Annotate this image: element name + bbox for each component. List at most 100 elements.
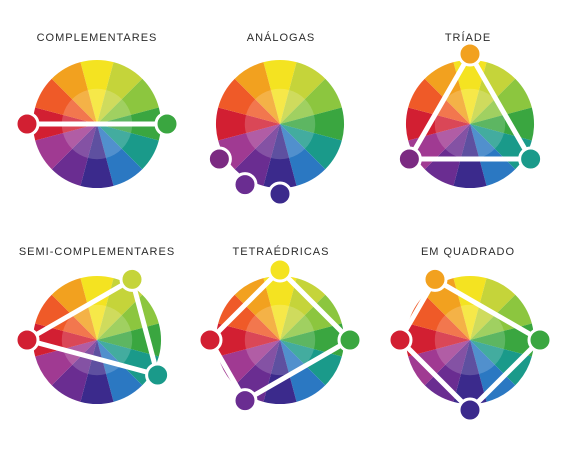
wheel-segment (424, 278, 470, 340)
wheel-segment-tint (246, 124, 280, 149)
wheel-segment-tint (470, 315, 504, 340)
wheel-segment (216, 107, 280, 141)
wheel-segment-tint (97, 124, 131, 149)
wheel-segment-tint (97, 315, 131, 340)
wheel-segment-tint (244, 330, 280, 350)
wheel-segment-tint (460, 304, 480, 340)
wheel-segment-tint (470, 124, 495, 158)
wheel-segment (218, 294, 280, 340)
wheel-segment-tint (63, 315, 97, 340)
wheel-segment (97, 340, 159, 386)
wheel-segment (51, 124, 97, 186)
wheel-segment (408, 340, 470, 386)
color-marker (206, 146, 232, 172)
wheel-segment-tint (97, 124, 122, 158)
wheel-segment (218, 78, 280, 124)
wheel-segment (97, 62, 143, 124)
wheel-segment (80, 124, 114, 188)
wheel-segment-tint (97, 340, 131, 365)
wheel-segment (80, 60, 114, 124)
wheel-segment (218, 124, 280, 170)
wheel-segment-tint (87, 304, 107, 340)
wheel-segment-tint (280, 90, 305, 124)
wheel-segment (280, 62, 326, 124)
wheel-segment (234, 340, 280, 402)
wheel-segment (453, 124, 487, 188)
panel-title: ANÁLOGAS (246, 32, 316, 44)
wheel-segment-tint (63, 99, 97, 124)
wheel-segment-tint (470, 99, 504, 124)
wheel-segment-tint (270, 124, 290, 160)
wheel-segment-tint (72, 90, 97, 124)
color-marker (387, 327, 413, 353)
wheel-segment (97, 124, 143, 186)
wheel-segment (280, 340, 326, 402)
wheel-segment (406, 323, 470, 357)
wheel-segment-tint (280, 99, 314, 124)
wheel-segment-tint (280, 315, 314, 340)
wheel-segment-tint (255, 340, 280, 374)
wheel-segment-tint (460, 340, 480, 376)
color-marker (422, 266, 448, 292)
wheel-segment (453, 60, 487, 124)
wheel-segment-tint (436, 99, 470, 124)
wheel-segment-tint (270, 304, 290, 340)
wheel-segment (453, 340, 487, 404)
wheel-segment (280, 294, 342, 340)
color-marker (119, 266, 145, 292)
wheel-segment-tint (470, 340, 495, 374)
connector-polygon (24, 276, 161, 378)
wheel-segment-tint (436, 315, 470, 340)
wheel-segment (97, 124, 159, 170)
wheel-segment (97, 78, 159, 124)
wheel-segment (263, 276, 297, 340)
wheel-segment (234, 278, 280, 340)
wheel-segment-tint (87, 124, 107, 160)
wheel-segment-tint (244, 114, 280, 134)
wheel-segment-tint (445, 306, 470, 340)
wheel-segment (35, 340, 97, 386)
color-marker (396, 146, 422, 172)
wheel-segment-tint (255, 306, 280, 340)
connector-polygon (406, 51, 534, 162)
wheel-segment-tint (97, 330, 133, 350)
wheel-segments (406, 276, 534, 404)
wheel-segment-tint (445, 340, 470, 374)
wheel-segment (51, 62, 97, 124)
wheel-segment (280, 78, 342, 124)
wheel-segment-tint (470, 340, 504, 365)
color-marker (518, 146, 544, 172)
wheel-segment-tint (470, 114, 506, 134)
wheel-segment (80, 340, 114, 404)
wheel-segment-tint (87, 88, 107, 124)
wheel-segment-tint (460, 124, 480, 160)
wheel-segment-tint (246, 315, 280, 340)
wheel-segment (216, 323, 280, 357)
wheel-segment-tint (445, 124, 470, 158)
wheel-segment (424, 340, 470, 402)
wheel-segment-tint (280, 124, 314, 149)
wheel-segment-tint (246, 99, 280, 124)
wheel-segment (97, 278, 143, 340)
wheel-segment-tint (470, 124, 504, 149)
wheel-segment-tint (280, 124, 305, 158)
wheel-segment (97, 294, 159, 340)
color-marker (457, 397, 483, 423)
wheel-segment-tint (436, 124, 470, 149)
wheel-segment (97, 340, 143, 402)
color-marker (267, 181, 293, 207)
wheel-segment-tint (61, 330, 97, 350)
color-marker (232, 388, 258, 414)
wheel-segment-tint (460, 88, 480, 124)
color-marker (154, 111, 180, 137)
color-marker (457, 41, 483, 67)
wheel-segment (280, 323, 344, 357)
wheel-segment (263, 60, 297, 124)
wheel-segment-tint (72, 124, 97, 158)
wheel-segment-tint (280, 330, 316, 350)
wheel-segment-tint (97, 99, 131, 124)
